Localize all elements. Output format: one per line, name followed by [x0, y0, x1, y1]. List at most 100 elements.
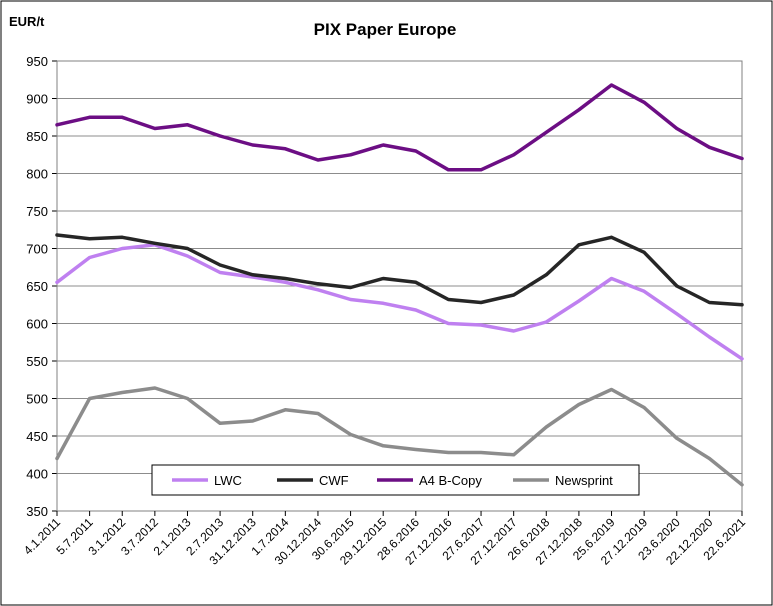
data-point	[610, 277, 613, 280]
data-point	[512, 153, 516, 157]
legend: LWC CWF A4 B-Copy Newsprint	[151, 464, 640, 496]
data-point	[414, 448, 418, 451]
legend-label: LWC	[214, 473, 242, 488]
data-point	[153, 241, 157, 245]
data-point	[446, 298, 450, 301]
data-point	[120, 235, 124, 239]
data-point	[316, 158, 320, 162]
y-tick-label: 750	[26, 204, 48, 219]
data-point	[381, 143, 385, 147]
data-point	[186, 254, 189, 258]
data-point	[642, 289, 646, 293]
series-line-cwf	[55, 233, 744, 307]
data-point	[120, 391, 124, 394]
data-point	[512, 453, 516, 457]
data-point	[707, 335, 711, 339]
data-point	[218, 421, 222, 425]
data-point	[577, 299, 581, 303]
data-point	[88, 397, 92, 400]
y-tick-label: 900	[26, 92, 48, 107]
data-point	[349, 153, 353, 157]
data-point	[675, 436, 679, 440]
data-point	[479, 301, 483, 304]
data-point	[218, 263, 222, 267]
y-tick-label: 550	[26, 354, 48, 369]
data-point	[88, 237, 92, 241]
data-point	[251, 419, 255, 423]
data-point	[675, 284, 679, 288]
data-point	[479, 168, 483, 172]
data-point	[512, 329, 516, 333]
series-layer	[55, 83, 744, 487]
legend-label: CWF	[319, 473, 349, 488]
data-point	[610, 83, 613, 87]
data-point	[153, 127, 157, 130]
data-point	[675, 312, 679, 316]
data-point	[349, 286, 353, 289]
y-tick-label: 600	[26, 317, 48, 332]
y-tick-label: 500	[26, 392, 48, 407]
data-point	[610, 388, 613, 391]
series-line-a4-b-copy	[55, 83, 744, 172]
data-point	[479, 323, 483, 327]
data-point	[88, 256, 92, 259]
y-axis-unit-label: EUR/t	[9, 14, 45, 29]
data-point	[55, 280, 59, 284]
data-point	[120, 115, 124, 119]
y-tick-label: 950	[26, 54, 48, 69]
y-tick-label: 350	[26, 504, 48, 519]
series-line-newsprint	[55, 386, 744, 487]
y-tick-label: 850	[26, 129, 48, 144]
data-point	[120, 247, 124, 250]
data-point	[512, 293, 516, 297]
data-point	[381, 444, 385, 448]
series-line-lwc	[55, 243, 744, 361]
data-point	[740, 303, 744, 307]
data-point	[283, 277, 287, 280]
data-point	[55, 233, 59, 237]
data-point	[283, 280, 287, 284]
data-point	[610, 235, 613, 239]
data-point	[218, 271, 222, 274]
data-point	[544, 130, 548, 134]
y-tick-label: 650	[26, 279, 48, 294]
data-point	[316, 412, 320, 415]
data-point	[186, 123, 189, 127]
data-point	[707, 301, 711, 304]
data-point	[446, 451, 450, 454]
data-point	[251, 273, 255, 277]
data-point	[544, 425, 548, 429]
y-tick-label: 800	[26, 167, 48, 182]
data-point	[186, 247, 189, 250]
data-point	[544, 320, 548, 324]
data-point	[642, 250, 646, 254]
data-point	[283, 147, 287, 151]
data-point	[740, 357, 744, 361]
data-point	[577, 243, 581, 247]
data-point	[642, 100, 646, 104]
data-point	[446, 322, 450, 325]
data-point	[153, 386, 157, 390]
data-point	[642, 406, 646, 409]
legend-label: A4 B-Copy	[419, 473, 482, 488]
legend-label: Newsprint	[555, 473, 613, 488]
y-tick-label: 400	[26, 467, 48, 482]
data-point	[251, 143, 255, 147]
data-point	[544, 273, 548, 277]
data-point	[186, 397, 189, 400]
data-point	[218, 134, 222, 138]
data-point	[316, 282, 320, 286]
data-point	[316, 288, 320, 292]
data-point	[349, 433, 353, 436]
data-point	[675, 127, 679, 130]
data-point	[414, 149, 418, 153]
data-point	[577, 108, 581, 112]
data-point	[55, 123, 59, 127]
data-point	[283, 408, 287, 412]
chart-title: PIX Paper Europe	[314, 20, 457, 39]
y-tick-label: 450	[26, 429, 48, 444]
data-point	[381, 301, 385, 305]
data-point	[577, 403, 581, 406]
